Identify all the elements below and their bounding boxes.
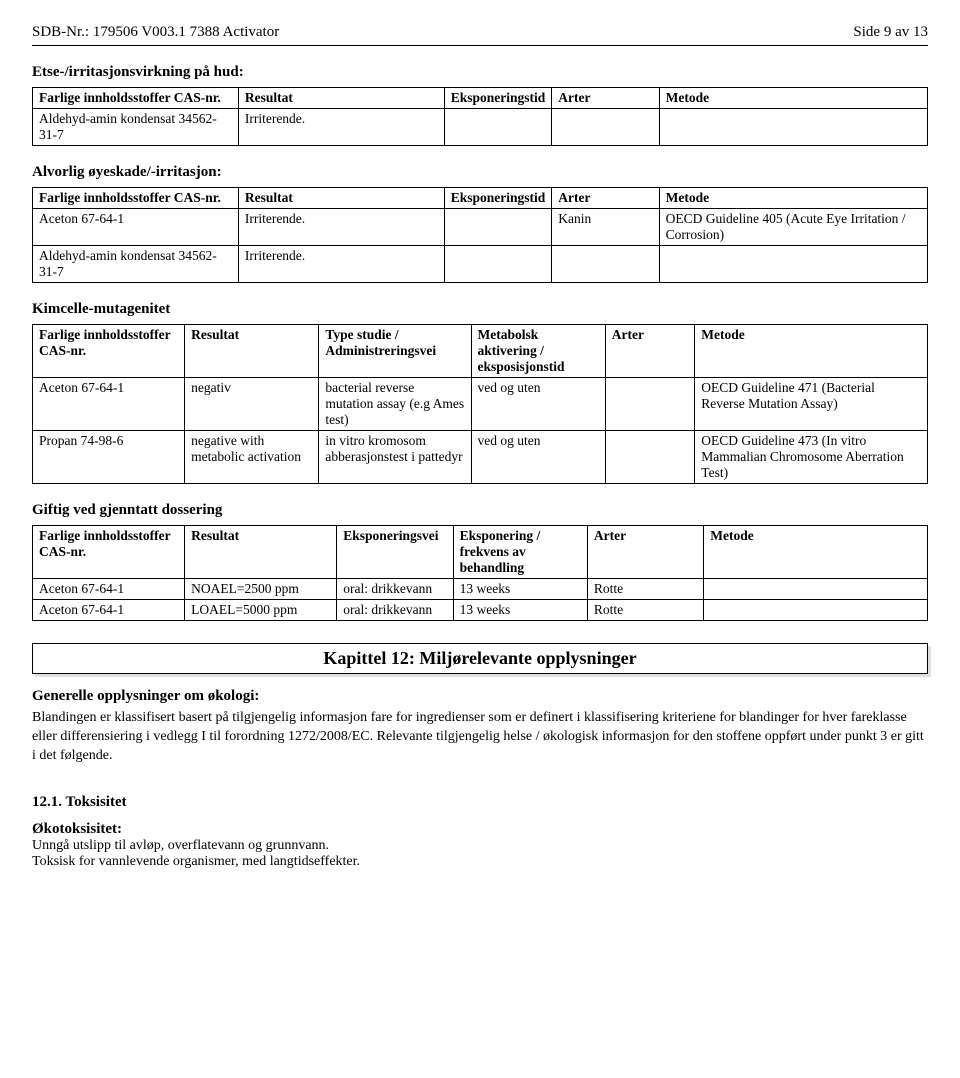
cell: oral: drikkevann <box>337 579 453 600</box>
col-head: Metabolsk aktivering / eksposisjonstid <box>471 325 605 378</box>
cell: Kanin <box>552 209 659 246</box>
col-head: Farlige innholdsstoffer CAS-nr. <box>33 188 239 209</box>
col-head: Metode <box>659 88 927 109</box>
generelle-title: Generelle opplysninger om økologi: <box>32 688 928 705</box>
cell: ved og uten <box>471 378 605 431</box>
col-head: Farlige innholdsstoffer CAS-nr. <box>33 325 185 378</box>
col-head: Arter <box>552 88 659 109</box>
cell <box>704 600 928 621</box>
col-head: Eksponeringstid <box>444 188 552 209</box>
cell: Aceton 67-64-1 <box>33 579 185 600</box>
section-oyeskade-title: Alvorlig øyeskade/-irritasjon: <box>32 164 928 181</box>
okotoksisitet-line2: Toksisk for vannlevende organismer, med … <box>32 854 928 870</box>
col-head: Resultat <box>185 526 337 579</box>
cell: negative with metabolic activation <box>185 431 319 484</box>
table-header-row: Farlige innholdsstoffer CAS-nr. Resultat… <box>33 526 928 579</box>
table-header-row: Farlige innholdsstoffer CAS-nr. Resultat… <box>33 188 928 209</box>
cell: Irriterende. <box>238 209 444 246</box>
page-header: SDB-Nr.: 179506 V003.1 7388 Activator Si… <box>32 24 928 41</box>
toksisitet-heading: 12.1. Toksisitet <box>32 794 928 811</box>
table-oyeskade: Farlige innholdsstoffer CAS-nr. Resultat… <box>32 187 928 283</box>
col-head: Eksponeringsvei <box>337 526 453 579</box>
cell: Aldehyd-amin kondensat 34562-31-7 <box>33 109 239 146</box>
col-head: Eksponeringstid <box>444 88 552 109</box>
cell <box>659 246 927 283</box>
cell <box>552 246 659 283</box>
cell <box>444 246 552 283</box>
col-head: Farlige innholdsstoffer CAS-nr. <box>33 88 239 109</box>
table-row: Aldehyd-amin kondensat 34562-31-7 Irrite… <box>33 246 928 283</box>
table-kimcelle: Farlige innholdsstoffer CAS-nr. Resultat… <box>32 324 928 484</box>
header-left: SDB-Nr.: 179506 V003.1 7388 Activator <box>32 24 279 41</box>
cell: OECD Guideline 405 (Acute Eye Irritation… <box>659 209 927 246</box>
table-row: Propan 74-98-6 negative with metabolic a… <box>33 431 928 484</box>
col-head: Arter <box>552 188 659 209</box>
cell: negativ <box>185 378 319 431</box>
table-row: Aceton 67-64-1 LOAEL=5000 ppm oral: drik… <box>33 600 928 621</box>
table-header-row: Farlige innholdsstoffer CAS-nr. Resultat… <box>33 325 928 378</box>
chapter-12-title-box: Kapittel 12: Miljørelevante opplysninger <box>32 643 928 674</box>
table-giftig: Farlige innholdsstoffer CAS-nr. Resultat… <box>32 525 928 621</box>
cell: oral: drikkevann <box>337 600 453 621</box>
cell <box>704 579 928 600</box>
table-row: Aceton 67-64-1 NOAEL=2500 ppm oral: drik… <box>33 579 928 600</box>
header-rule <box>32 45 928 46</box>
col-head: Metode <box>704 526 928 579</box>
cell: 13 weeks <box>453 600 587 621</box>
cell: Aceton 67-64-1 <box>33 600 185 621</box>
cell: 13 weeks <box>453 579 587 600</box>
cell <box>444 209 552 246</box>
cell: Aceton 67-64-1 <box>33 209 239 246</box>
cell: Irriterende. <box>238 246 444 283</box>
col-head: Type studie / Administreringsvei <box>319 325 471 378</box>
okotoksisitet-title: Økotoksisitet: <box>32 821 928 838</box>
cell <box>605 378 695 431</box>
cell: OECD Guideline 471 (Bacterial Reverse Mu… <box>695 378 928 431</box>
cell: ved og uten <box>471 431 605 484</box>
cell <box>552 109 659 146</box>
cell <box>659 109 927 146</box>
col-head: Resultat <box>185 325 319 378</box>
cell <box>605 431 695 484</box>
section-giftig-title: Giftig ved gjenntatt dossering <box>32 502 928 519</box>
cell: Aldehyd-amin kondensat 34562-31-7 <box>33 246 239 283</box>
table-row: Aceton 67-64-1 Irriterende. Kanin OECD G… <box>33 209 928 246</box>
col-head: Eksponering / frekvens av behandling <box>453 526 587 579</box>
cell: in vitro kromosom abberasjonstest i patt… <box>319 431 471 484</box>
generelle-text: Blandingen er klassifisert basert på til… <box>32 709 928 766</box>
table-header-row: Farlige innholdsstoffer CAS-nr. Resultat… <box>33 88 928 109</box>
col-head: Metode <box>659 188 927 209</box>
cell: LOAEL=5000 ppm <box>185 600 337 621</box>
section-kimcelle-title: Kimcelle-mutagenitet <box>32 301 928 318</box>
col-head: Arter <box>605 325 695 378</box>
cell: Rotte <box>587 579 703 600</box>
cell: Aceton 67-64-1 <box>33 378 185 431</box>
cell: OECD Guideline 473 (In vitro Mammalian C… <box>695 431 928 484</box>
col-head: Resultat <box>238 88 444 109</box>
cell: Irriterende. <box>238 109 444 146</box>
col-head: Resultat <box>238 188 444 209</box>
cell: Rotte <box>587 600 703 621</box>
col-head: Arter <box>587 526 703 579</box>
table-row: Aldehyd-amin kondensat 34562-31-7 Irrite… <box>33 109 928 146</box>
col-head: Farlige innholdsstoffer CAS-nr. <box>33 526 185 579</box>
cell: Propan 74-98-6 <box>33 431 185 484</box>
section-etse-title: Etse-/irritasjonsvirkning på hud: <box>32 64 928 81</box>
okotoksisitet-line1: Unngå utslipp til avløp, overflatevann o… <box>32 838 928 854</box>
header-right: Side 9 av 13 <box>853 24 928 41</box>
table-row: Aceton 67-64-1 negativ bacterial reverse… <box>33 378 928 431</box>
cell <box>444 109 552 146</box>
cell: NOAEL=2500 ppm <box>185 579 337 600</box>
table-etse: Farlige innholdsstoffer CAS-nr. Resultat… <box>32 87 928 146</box>
cell: bacterial reverse mutation assay (e.g Am… <box>319 378 471 431</box>
col-head: Metode <box>695 325 928 378</box>
